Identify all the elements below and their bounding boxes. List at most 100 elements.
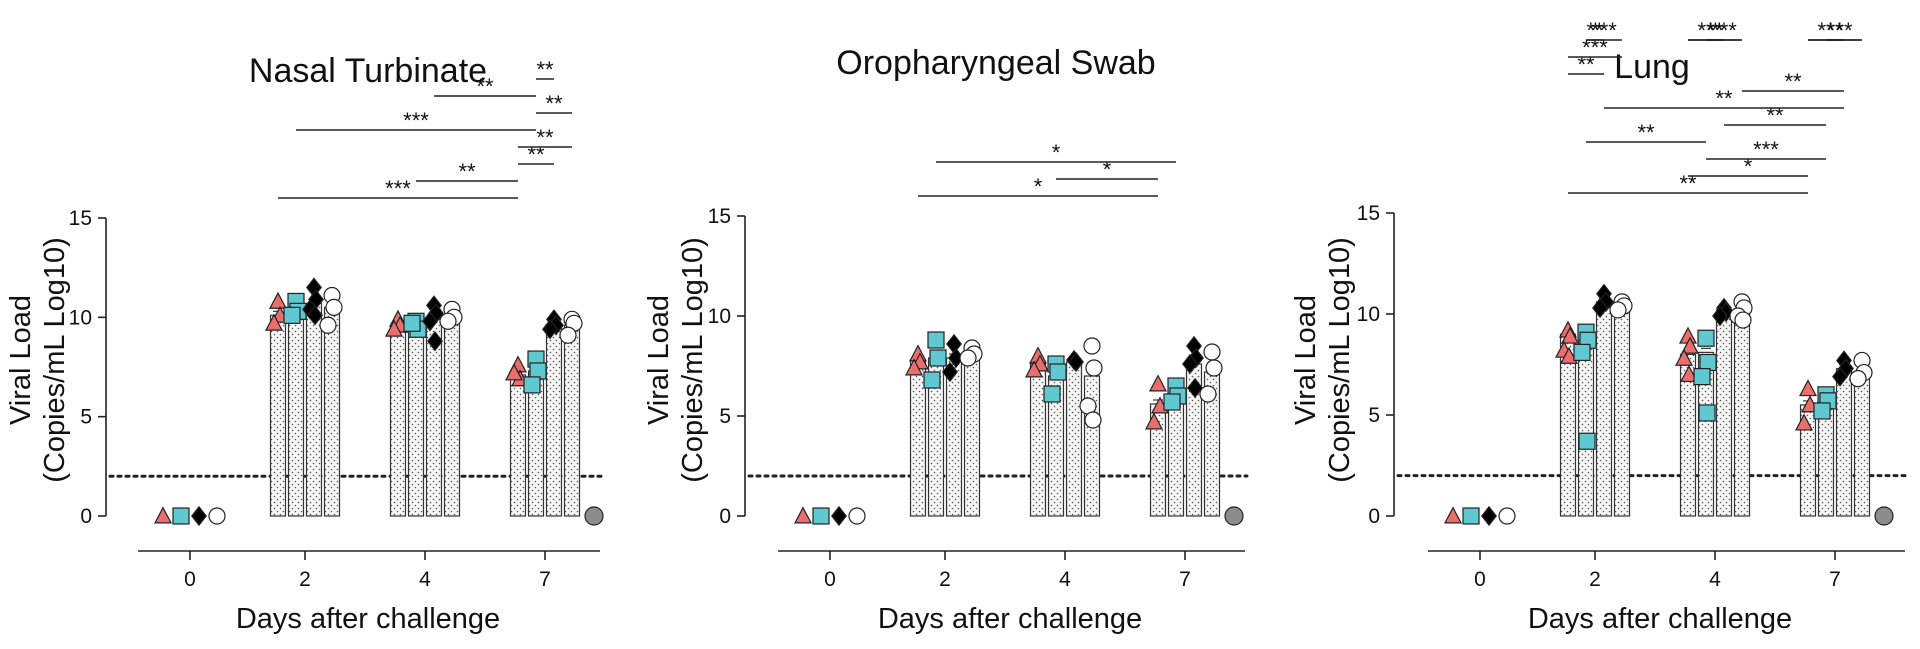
data-point [269,291,287,309]
x-tick-label: 0 [824,568,836,591]
data-point [319,316,337,334]
data-point [1083,337,1101,355]
x-tick-label: 2 [939,568,951,591]
significance-label: ** [458,159,476,184]
data-point [1609,301,1627,319]
data-point [959,349,977,367]
data-point [307,305,323,326]
data-point [831,505,847,527]
data-point [1698,404,1716,422]
x-tick-label: 4 [1709,568,1721,591]
bar [1083,375,1101,517]
data-point [1795,413,1813,431]
x-tick-label: 7 [539,568,551,591]
y-tick-label: 10 [1357,303,1380,326]
data-point [385,319,403,337]
data-point [265,313,283,331]
bar [1029,363,1047,517]
data-point [1849,370,1867,388]
data-point [505,363,523,381]
x-tick-label: 2 [1589,568,1601,591]
data-point [325,298,343,316]
bar [1733,313,1751,517]
data-point [1182,353,1198,375]
data-point [942,361,958,383]
data-point [794,506,812,524]
significance-label: *** [385,176,411,201]
significance-label: ** [1766,103,1784,128]
y-tick-label: 5 [80,406,92,429]
data-point [1025,360,1043,378]
y-tick-label: 10 [69,306,92,329]
bar [323,306,341,517]
y-tick-label: 15 [1357,202,1380,225]
data-point [422,311,438,332]
data-point [1043,385,1061,403]
mock-point [1224,506,1244,526]
significance-label: ** [1637,120,1655,145]
data-point [1444,506,1462,524]
x-tick-label: 0 [1474,568,1486,591]
significance-label: ** [476,74,494,99]
x-tick-label: 4 [1059,568,1071,591]
data-point [403,314,421,332]
y-tick-label: 0 [719,505,731,528]
bar [443,316,461,517]
y-tick-label: 10 [708,305,731,328]
chart-panel-0: Nasal Turbinate 0 5 10 15 Viral Load (Copies/m… [5,52,604,635]
data-point [1462,507,1480,525]
bar [1167,395,1185,517]
y-axis-label: Viral Load (Copies/mL Log10) [1290,237,1356,483]
data-point [812,507,830,525]
chart-panel-1: Oropharyngeal Swab 0 5 10 15 Viral Load (Copie… [643,44,1249,635]
data-point [1149,374,1167,392]
y-tick-label: 5 [1368,404,1380,427]
data-point [1573,343,1591,361]
data-point [1205,359,1223,377]
data-point [1481,505,1497,527]
data-point [1560,346,1578,364]
y-tick-label: 15 [708,205,731,228]
significance-label: ** [1679,171,1697,196]
x-tick-label: 2 [299,568,311,591]
data-point [1813,402,1831,420]
data-point [1578,432,1596,450]
bar [563,324,581,517]
significance-label: ** [545,91,563,116]
data-point [1712,305,1728,327]
significance-label: *** [403,108,429,133]
data-point [1084,411,1102,429]
bar [1577,333,1595,517]
data-point [191,505,207,527]
bar [269,314,287,517]
significance-label: *** [1711,18,1737,43]
data-point [439,312,457,330]
bar [389,324,407,517]
data-point [929,349,947,367]
y-axis-label-line2: (Copies/mL Log10) [39,237,71,483]
significance-label: ** [1577,52,1595,77]
data-point [172,507,190,525]
data-point [1561,326,1579,344]
bar [1715,309,1733,517]
bar [545,324,563,517]
significance-label: * [1034,174,1043,199]
y-tick-label: 0 [80,505,92,528]
bar [963,353,981,517]
significance-label: * [1052,140,1061,165]
y-axis-label-line1: Viral Load [1290,295,1322,425]
bar [1065,361,1083,517]
bar [1595,301,1613,517]
bar [1679,353,1697,517]
data-point [1799,379,1817,397]
data-point [154,506,172,524]
bar [407,324,425,517]
y-tick-label: 5 [719,405,731,428]
chart-title: Oropharyngeal Swab [836,44,1155,82]
significance-label: ** [1826,18,1844,43]
significance-label: ** [1715,86,1733,111]
data-point [1187,377,1203,399]
x-tick-label: 4 [419,568,431,591]
